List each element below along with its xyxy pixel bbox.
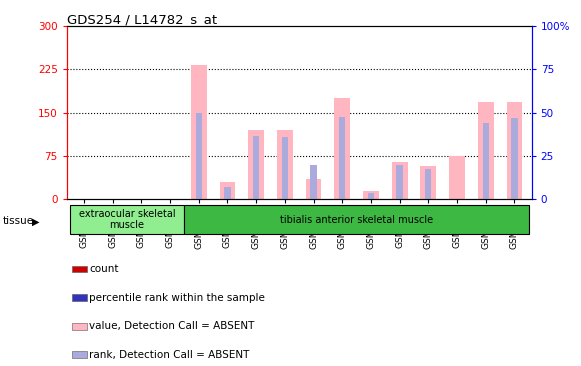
Text: tibialis anterior skeletal muscle: tibialis anterior skeletal muscle: [280, 214, 433, 225]
Bar: [449, 156, 465, 199]
Bar: [363, 191, 379, 199]
Bar: [421, 166, 436, 199]
Bar: [334, 98, 350, 199]
Bar: [306, 179, 321, 199]
Bar: [483, 123, 489, 199]
Bar: [72, 265, 87, 272]
Text: tissue: tissue: [3, 216, 34, 227]
Bar: [224, 187, 231, 199]
Text: percentile rank within the sample: percentile rank within the sample: [89, 292, 266, 303]
Bar: [511, 118, 518, 199]
Text: extraocular skeletal
muscle: extraocular skeletal muscle: [79, 209, 175, 231]
Bar: [507, 102, 522, 199]
Bar: [478, 102, 494, 199]
Bar: [184, 205, 529, 235]
Bar: [191, 65, 207, 199]
Bar: [70, 205, 184, 235]
Bar: [396, 165, 403, 199]
Text: GDS254 / L14782_s_at: GDS254 / L14782_s_at: [67, 13, 217, 26]
Bar: [220, 182, 235, 199]
Text: rank, Detection Call = ABSENT: rank, Detection Call = ABSENT: [89, 350, 250, 360]
Bar: [282, 137, 288, 199]
Bar: [277, 130, 293, 199]
Bar: [368, 193, 374, 199]
Bar: [196, 113, 202, 199]
Bar: [72, 294, 87, 301]
Text: ▶: ▶: [32, 216, 40, 227]
Bar: [310, 165, 317, 199]
Bar: [248, 130, 264, 199]
Bar: [392, 162, 407, 199]
Bar: [339, 117, 346, 199]
Text: count: count: [89, 264, 119, 274]
Text: value, Detection Call = ABSENT: value, Detection Call = ABSENT: [89, 321, 255, 331]
Bar: [253, 136, 259, 199]
Bar: [72, 351, 87, 358]
Bar: [72, 323, 87, 330]
Bar: [425, 169, 432, 199]
